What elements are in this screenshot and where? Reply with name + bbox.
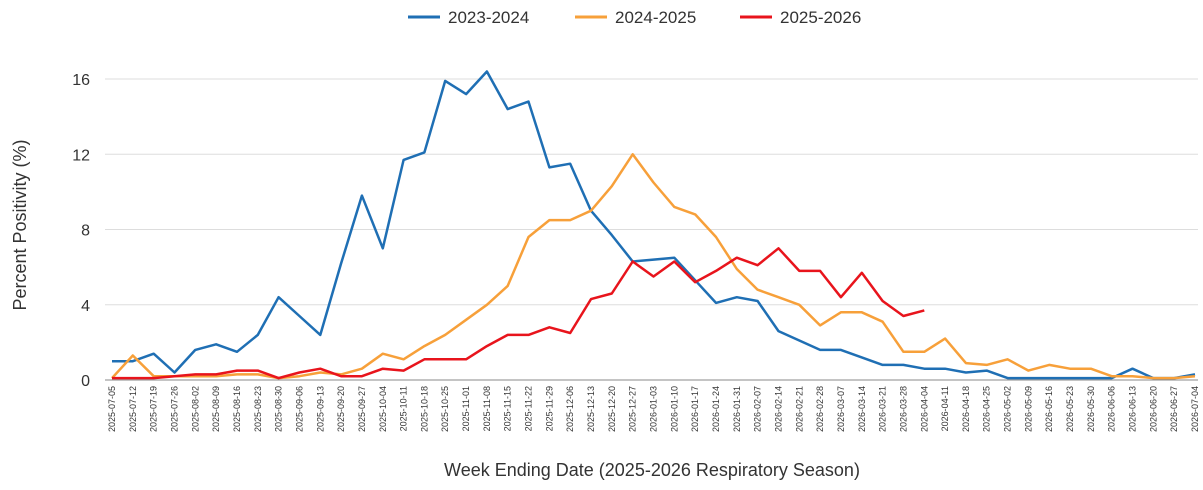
y-tick-label: 12 [72,147,90,164]
x-tick-label: 2025-10-11 [399,386,409,431]
x-tick-label: 2025-07-05 [107,386,117,432]
y-tick-label: 4 [81,298,90,315]
x-tick-label: 2026-02-07 [753,386,763,432]
series-line [112,70,1196,380]
x-tick-label: 2025-07-26 [169,386,179,432]
x-tick-label: 2025-08-16 [232,386,242,432]
series-line [112,247,925,380]
x-tick-label: 2026-06-27 [1169,386,1179,432]
y-axis-title: Percent Positivity (%) [10,139,30,310]
x-tick-label: 2026-06-06 [1107,386,1117,432]
x-tick-label: 2025-07-12 [128,386,138,432]
x-tick-label: 2025-08-09 [211,386,221,432]
legend-label: 2023-2024 [448,8,529,27]
x-tick-label: 2026-03-14 [857,386,867,432]
x-axis-title: Week Ending Date (2025-2026 Respiratory … [444,460,860,480]
x-tick-label: 2026-03-21 [878,386,888,432]
x-tick-label: 2025-10-25 [440,386,450,432]
x-tick-label: 2025-12-20 [607,386,617,432]
x-tick-label: 2025-08-30 [274,386,284,432]
x-tick-label: 2025-11-29 [544,386,554,431]
y-tick-label: 8 [81,223,90,240]
x-tick-label: 2026-01-03 [649,386,659,432]
x-tick-label: 2026-02-21 [794,386,804,432]
x-tick-label: 2026-05-23 [1065,386,1075,432]
x-tick-label: 2025-10-04 [378,386,388,432]
x-tick-label: 2025-09-13 [315,386,325,432]
x-tick-label: 2026-02-14 [773,386,783,432]
x-tick-label: 2025-12-06 [565,386,575,432]
x-tick-label: 2026-05-02 [1003,386,1013,432]
x-tick-label: 2026-01-17 [690,386,700,432]
x-tick-label: 2026-04-25 [982,386,992,432]
x-tick-label: 2026-06-13 [1128,386,1138,432]
series-line [111,153,1196,380]
x-tick-label: 2025-09-20 [336,386,346,432]
x-tick-label: 2026-03-07 [836,386,846,432]
x-tick-label: 2025-12-27 [628,386,638,432]
x-tick-label: 2026-04-11 [940,386,950,431]
x-tick-label: 2026-06-20 [1148,386,1158,432]
x-tick-label: 2026-04-18 [961,386,971,432]
x-tick-label: 2026-01-31 [732,386,742,432]
y-tick-label: 0 [81,373,90,390]
x-tick-label: 2026-05-09 [1023,386,1033,432]
x-tick-label: 2026-04-04 [919,386,929,432]
y-tick-label: 16 [72,72,90,89]
x-tick-label: 2026-05-16 [1044,386,1054,432]
legend-label: 2024-2025 [615,8,696,27]
x-tick-label: 2025-07-19 [149,386,159,432]
x-tick-label: 2025-09-27 [357,386,367,432]
x-tick-label: 2026-01-10 [669,386,679,432]
x-tick-label: 2025-09-06 [294,386,304,432]
x-tick-label: 2025-08-23 [253,386,263,432]
x-tick-label: 2026-01-24 [711,386,721,432]
x-tick-label: 2025-11-15 [503,386,513,431]
x-tick-label: 2025-10-18 [419,386,429,432]
x-tick-label: 2025-12-13 [586,386,596,432]
legend-label: 2025-2026 [780,8,861,27]
x-tick-label: 2026-07-04 [1190,386,1200,432]
x-tick-label: 2025-11-01 [461,386,471,431]
x-tick-label: 2025-11-22 [524,386,534,431]
x-tick-label: 2025-08-02 [190,386,200,432]
x-tick-label: 2025-11-08 [482,386,492,431]
x-tick-label: 2026-02-28 [815,386,825,432]
x-tick-label: 2026-05-30 [1086,386,1096,432]
x-tick-label: 2026-03-28 [898,386,908,432]
